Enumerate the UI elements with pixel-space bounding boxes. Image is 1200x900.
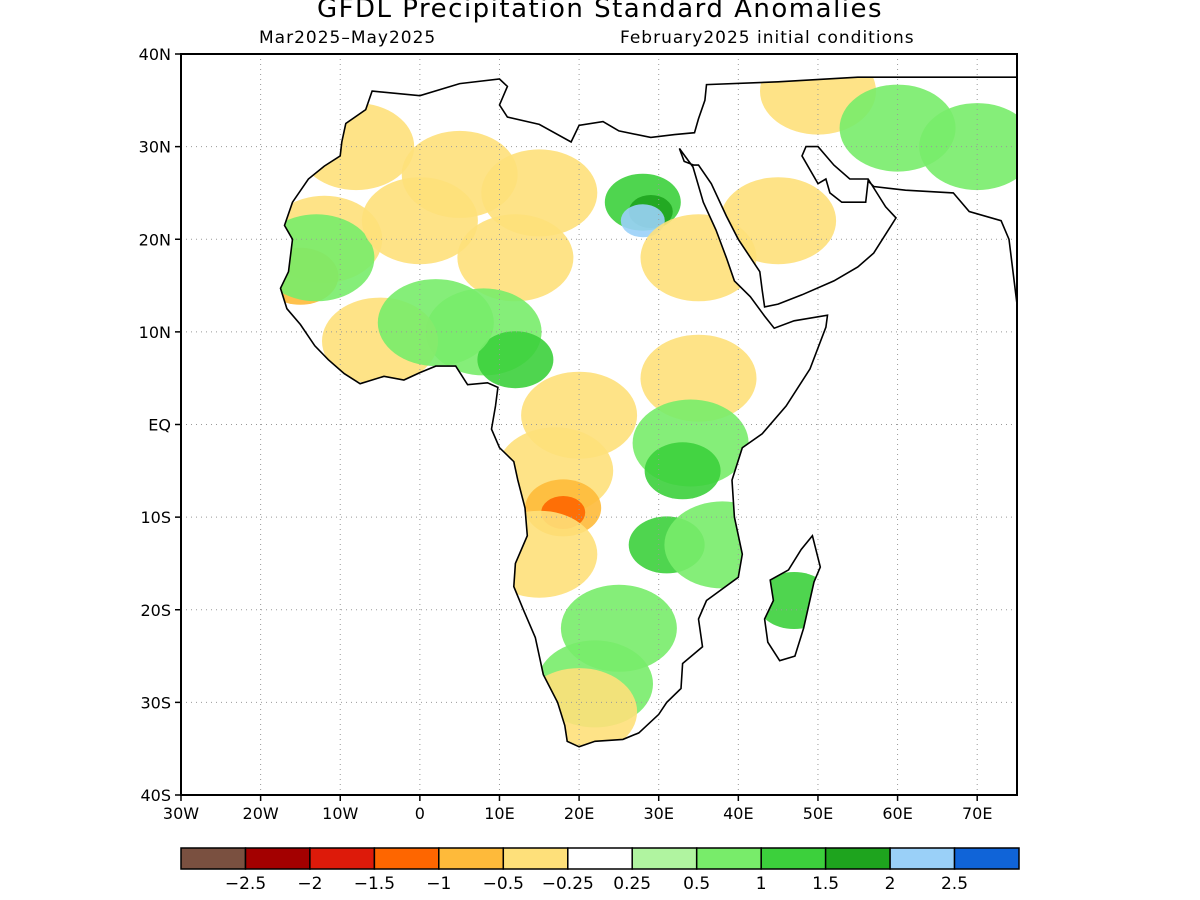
- y-tick-label: 30N: [139, 138, 171, 157]
- chart-title: GFDL Precipitation Standard Anomalies: [316, 0, 884, 24]
- anomaly-patch: [919, 103, 1017, 191]
- anomaly-patch: [644, 442, 721, 500]
- anomaly-patch: [620, 204, 665, 238]
- plot-area: [180, 53, 1018, 796]
- anomaly-patch: [457, 214, 574, 302]
- colorbar-label: 2.5: [941, 874, 968, 894]
- colorbar-label: −2.5: [225, 874, 266, 894]
- y-tick-label: 10N: [139, 323, 171, 342]
- x-tick-label: 40E: [723, 804, 753, 823]
- y-tick-label: 10S: [140, 508, 171, 527]
- colorbar-swatch: [889, 847, 956, 870]
- colorbar-swatch: [953, 847, 1020, 870]
- colorbar-label: 2: [885, 874, 896, 894]
- axes: 30W 20W 10W 0 10E 20E 30E 40E 50E 60E 70E 40N 30N 20N…: [139, 45, 993, 823]
- x-tick-label: 60E: [882, 804, 912, 823]
- y-tick-label: 40N: [139, 45, 171, 64]
- forecast-period: Mar2025–May2025: [259, 28, 437, 48]
- africa-coastline: [279, 76, 1017, 748]
- y-tick-label: EQ: [148, 416, 171, 435]
- x-tick-label: 10E: [484, 804, 514, 823]
- madagascar-coastline: [763, 533, 822, 662]
- colorbar-swatch: [760, 847, 827, 870]
- colorbar: −2.5 −2 −1.5 −1 −0.5 −0.25 0.25 0.5 1 1.5 2 2.5: [180, 847, 1020, 894]
- x-tick-label: 10W: [322, 804, 358, 823]
- colorbar-label: 0.25: [613, 874, 651, 894]
- colorbar-label: −0.5: [483, 874, 524, 894]
- x-tick-label: 30E: [643, 804, 673, 823]
- x-tick-label: 50E: [803, 804, 833, 823]
- anomaly-patch: [377, 279, 494, 367]
- grid-lines: [181, 54, 1017, 795]
- y-tick-label: 30S: [140, 693, 171, 712]
- colorbar-label: 0.5: [683, 874, 710, 894]
- colorbar-swatch: [695, 847, 762, 870]
- x-tick-label: 30W: [163, 804, 199, 823]
- colorbar-swatch: [631, 847, 698, 870]
- colorbar-swatch: [373, 847, 440, 870]
- y-tick-label: 20S: [140, 601, 171, 620]
- colorbar-label: −1: [426, 874, 451, 894]
- coastlines: [279, 76, 1017, 748]
- colorbar-swatch: [502, 847, 569, 870]
- x-tick-label: 20E: [564, 804, 594, 823]
- anomaly-patch: [640, 334, 757, 422]
- y-tick-label: 20N: [139, 230, 171, 249]
- colorbar-swatch: [824, 847, 891, 870]
- y-tick-label: 40S: [140, 786, 171, 805]
- colorbar-swatch: [438, 847, 505, 870]
- anomaly-patch: [720, 177, 837, 265]
- x-tick-label: 70E: [962, 804, 992, 823]
- colorbar-label: 1.5: [812, 874, 839, 894]
- colorbar-label: −2: [297, 874, 322, 894]
- x-tick-label: 0: [415, 804, 425, 823]
- anomaly-layer: [280, 77, 1017, 747]
- colorbar-swatch: [309, 847, 376, 870]
- colorbar-swatch: [567, 847, 634, 870]
- x-tick-label: 20W: [243, 804, 279, 823]
- anomaly-patch: [477, 331, 554, 389]
- colorbar-swatch: [244, 847, 311, 870]
- colorbar-label: −1.5: [354, 874, 395, 894]
- colorbar-label: −0.25: [542, 874, 594, 894]
- colorbar-swatch: [180, 847, 247, 870]
- initial-conditions: February2025 initial conditions: [620, 28, 915, 48]
- colorbar-label: 1: [756, 874, 767, 894]
